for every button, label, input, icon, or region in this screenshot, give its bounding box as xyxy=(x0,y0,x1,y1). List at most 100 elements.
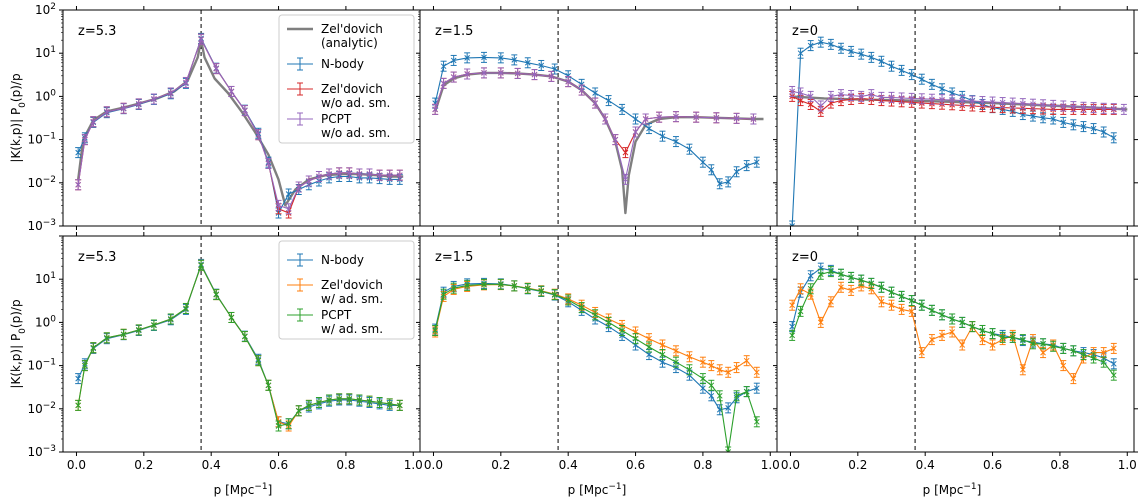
data-point-pcpt_wo xyxy=(1060,100,1067,112)
y-tick-label: 10−2 xyxy=(27,401,56,416)
data-point-pcpt_wo xyxy=(213,63,220,75)
data-point-pcpt_wo xyxy=(255,129,262,141)
data-point-pcpt_w xyxy=(999,331,1006,343)
data-point-nbody xyxy=(858,48,865,60)
data-point-pcpt_wo xyxy=(376,169,383,181)
data-point-pcpt_w xyxy=(1029,338,1036,350)
data-point-pcpt_wo xyxy=(120,102,127,114)
data-point-nbody xyxy=(1100,126,1107,138)
y-tick-label: 101 xyxy=(35,271,56,286)
data-point-zel_w xyxy=(928,334,935,346)
y-axis-label-bottom: |K(k,p)| P0(p)/p xyxy=(9,299,28,388)
data-point-pcpt_w xyxy=(969,321,976,333)
data-point-nbody xyxy=(75,373,82,385)
legend-label: N-body xyxy=(321,57,364,71)
data-point-zel_w xyxy=(908,305,915,317)
data-point-nbody xyxy=(743,160,750,172)
data-point-pcpt_w xyxy=(837,268,844,280)
data-point-pcpt_wo xyxy=(565,76,572,88)
data-point-nbody xyxy=(878,55,885,67)
data-point-zel_w xyxy=(1019,364,1026,376)
data-point-pcpt_wo xyxy=(305,175,312,187)
data-point-pcpt_wo xyxy=(979,96,986,108)
redshift-annotation: z=5.3 xyxy=(78,24,116,39)
data-point-pcpt_wo xyxy=(898,92,905,104)
data-point-pcpt_w xyxy=(265,379,272,391)
data-point-zel_w xyxy=(827,296,834,308)
data-point-pcpt_wo xyxy=(346,167,353,179)
data-point-zel_w xyxy=(1110,342,1117,354)
data-point-pcpt_wo xyxy=(837,89,844,101)
data-point-pcpt_wo xyxy=(275,199,282,211)
series-line-pcpt_wo xyxy=(792,90,1124,110)
data-point-nbody xyxy=(285,188,292,200)
data-point-nbody xyxy=(551,63,558,75)
data-point-nbody xyxy=(908,69,915,81)
data-point-pcpt_w xyxy=(1040,338,1047,350)
data-point-nbody xyxy=(450,54,457,66)
data-point-pcpt_w xyxy=(733,390,740,402)
data-point-zel_w xyxy=(708,360,715,372)
data-point-pcpt_w xyxy=(827,266,834,278)
data-point-pcpt_w xyxy=(1060,342,1067,354)
data-point-pcpt_wo xyxy=(918,93,925,105)
redshift-annotation: z=1.5 xyxy=(435,24,473,39)
data-point-pcpt_w xyxy=(1110,369,1117,381)
data-point-zel_w xyxy=(797,283,804,295)
data-point-zel_w xyxy=(989,339,996,351)
data-point-pcpt_wo xyxy=(336,167,343,179)
data-point-pcpt_w xyxy=(326,394,333,406)
y-tick-label: 10−1 xyxy=(27,132,56,147)
data-point-nbody xyxy=(1090,123,1097,135)
data-point-pcpt_wo xyxy=(315,170,322,182)
data-point-pcpt_wo xyxy=(713,112,720,124)
data-point-pcpt_w xyxy=(376,396,383,408)
data-point-pcpt_w xyxy=(868,277,875,289)
data-point-pcpt_w xyxy=(198,259,205,271)
data-point-pcpt_wo xyxy=(592,97,599,109)
data-point-nbody xyxy=(699,156,706,168)
data-point-pcpt_wo xyxy=(285,203,292,215)
panel-bottom-right: 0.0 0.2 0.4 0.6 0.8 1.0 z=0 xyxy=(773,232,1138,472)
data-point-nbody xyxy=(672,136,679,148)
data-point-pcpt_wo xyxy=(548,70,555,82)
data-point-pcpt_wo xyxy=(878,91,885,103)
data-point-nbody xyxy=(1110,358,1117,370)
data-point-pcpt_w xyxy=(686,364,693,376)
legend-label: w/o ad. sm. xyxy=(321,126,390,140)
data-point-pcpt_w xyxy=(511,280,518,292)
x-axis-label-left: p [Mpc−1] xyxy=(214,482,273,497)
redshift-annotation: z=0 xyxy=(792,250,818,265)
data-point-pcpt_wo xyxy=(949,94,956,106)
data-point-pcpt_w xyxy=(228,311,235,323)
data-point-pcpt_wo xyxy=(1019,98,1026,110)
data-point-pcpt_wo xyxy=(817,100,824,112)
legend-label: w/ ad. sm. xyxy=(321,292,383,306)
legend-box xyxy=(278,14,415,144)
data-point-pcpt_wo xyxy=(656,111,663,123)
data-point-pcpt_w xyxy=(753,416,760,428)
data-point-pcpt_w xyxy=(1100,356,1107,368)
redshift-annotation: z=0 xyxy=(792,24,818,39)
data-point-pcpt_w xyxy=(797,305,804,317)
data-point-pcpt_wo xyxy=(1120,103,1127,115)
data-point-nbody xyxy=(632,113,639,125)
data-point-zel_w xyxy=(898,303,905,315)
data-point-nbody xyxy=(646,123,653,135)
x-tick-label: 0.4 xyxy=(202,458,221,472)
data-point-pcpt_w xyxy=(708,379,715,391)
legend: Zel'dovich(analytic)N-bodyZel'dovichw/o … xyxy=(278,14,415,144)
data-point-pcpt_w xyxy=(120,328,127,340)
data-point-pcpt_wo xyxy=(1050,99,1057,111)
data-point-pcpt_w xyxy=(928,304,935,316)
data-point-pcpt_wo xyxy=(90,116,97,128)
data-point-pcpt_wo xyxy=(167,87,174,99)
data-point-nbody xyxy=(939,83,946,95)
x-tick-label: 0.4 xyxy=(559,458,578,472)
legend-label: N-body xyxy=(321,253,364,267)
data-point-pcpt_w xyxy=(989,328,996,340)
data-point-pcpt_w xyxy=(908,295,915,307)
data-point-pcpt_w xyxy=(898,290,905,302)
